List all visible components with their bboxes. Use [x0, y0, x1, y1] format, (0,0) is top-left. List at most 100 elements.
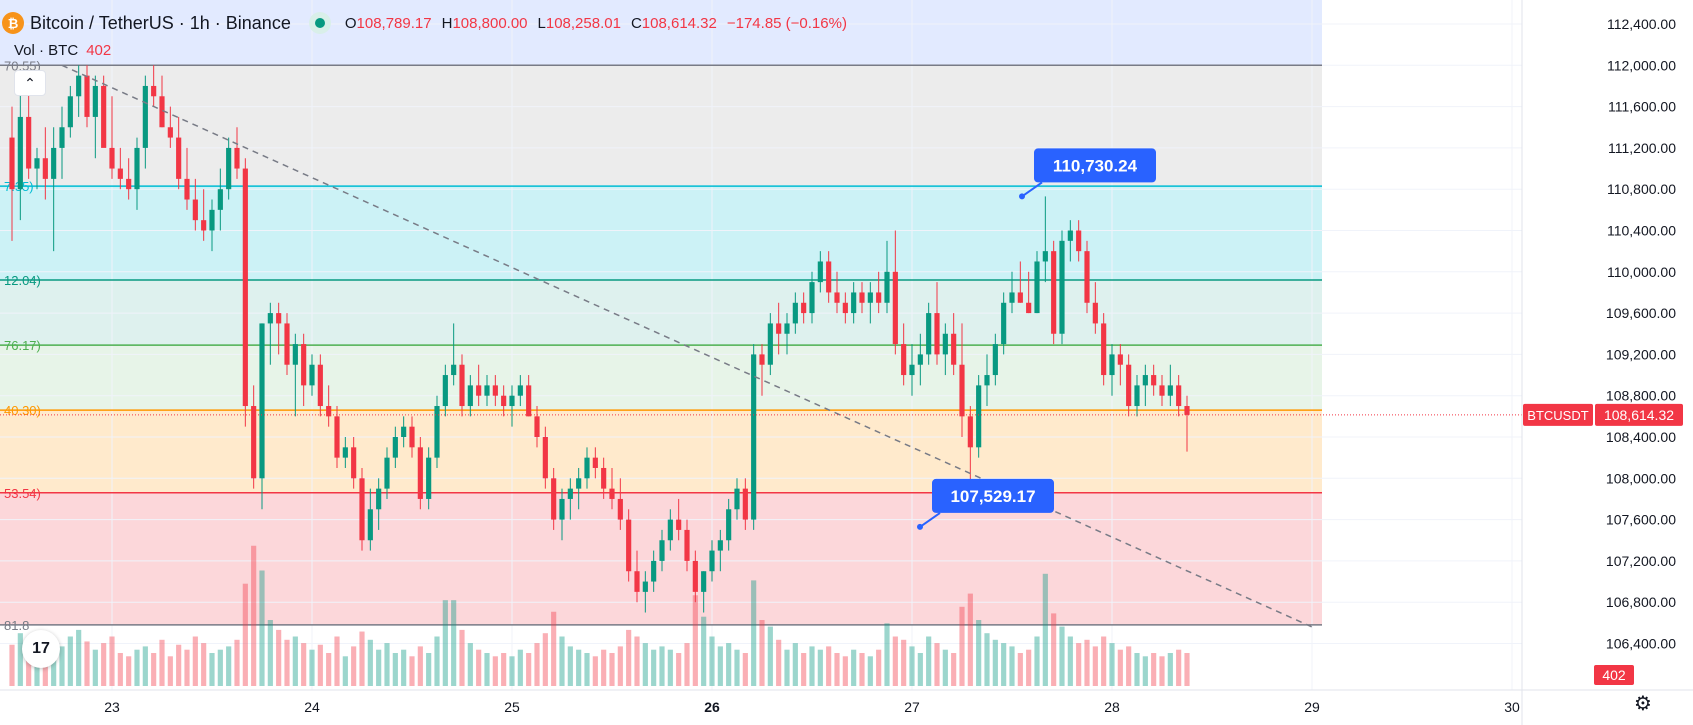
- candles: [9, 65, 1190, 613]
- trendline-line[interactable]: [61, 64, 1313, 628]
- volume-bar: [884, 623, 890, 686]
- callout-box[interactable]: [1034, 148, 1156, 183]
- volume-bar: [626, 629, 632, 686]
- candle-body: [942, 333, 948, 355]
- interval[interactable]: 1h: [189, 12, 210, 33]
- volume-bar: [126, 656, 132, 686]
- candle-body: [234, 147, 240, 169]
- candle-body: [276, 313, 282, 324]
- symbol-name[interactable]: Bitcoin / TetherUS: [30, 12, 174, 33]
- candle-body: [617, 498, 623, 520]
- candle-body: [76, 75, 82, 97]
- candle-body: [1142, 375, 1148, 386]
- price-callouts[interactable]: 110,730.24 107,529.17: [917, 148, 1156, 530]
- price-tick-label: 110,400.00: [1607, 223, 1676, 239]
- volume-bar: [1051, 613, 1057, 686]
- price-tick-label: 112,400.00: [1607, 16, 1676, 32]
- callout-box[interactable]: [932, 478, 1054, 513]
- candle-body: [267, 313, 273, 324]
- volume-bar: [659, 646, 665, 686]
- price-tick-label: 108,800.00: [1606, 388, 1676, 404]
- candle-body: [451, 364, 457, 376]
- candle-body: [467, 385, 473, 407]
- callout-pointer: [1021, 181, 1043, 198]
- candle-body: [1126, 364, 1132, 407]
- candle-body: [1034, 261, 1040, 314]
- symbol-tag[interactable]: [1523, 403, 1593, 426]
- volume-bar: [134, 649, 140, 686]
- candle-body: [551, 478, 557, 520]
- volume-bar: [267, 620, 273, 686]
- candle-body: [126, 178, 132, 190]
- volume-bar: [576, 649, 582, 686]
- trendline[interactable]: [61, 64, 1313, 628]
- volume-bar: [109, 636, 115, 686]
- candle-body: [84, 75, 90, 117]
- candle-body: [959, 364, 965, 417]
- volume-bar: [209, 653, 215, 686]
- volume-bar: [201, 643, 207, 686]
- candle-body: [1067, 230, 1073, 241]
- volume-bar: [876, 649, 882, 686]
- price-tick-label: 107,600.00: [1606, 512, 1676, 528]
- volume-bar: [59, 646, 65, 686]
- volume-bar: [451, 600, 457, 686]
- volume-bar: [301, 643, 307, 686]
- candle-body: [651, 560, 657, 582]
- candle-body: [534, 416, 540, 437]
- callout-anchor[interactable]: [917, 523, 923, 530]
- fib-level-label: 40.30): [4, 403, 41, 418]
- candle-body: [1184, 406, 1190, 415]
- price-tick-label: 110,000.00: [1607, 264, 1676, 280]
- candle-body: [1076, 230, 1082, 252]
- candle-body: [359, 478, 365, 541]
- price-tick-label: 109,200.00: [1606, 346, 1676, 362]
- volume-bar: [1126, 646, 1132, 686]
- volume-bar: [1009, 646, 1015, 686]
- volume-bar: [984, 633, 990, 686]
- candle-body: [242, 168, 248, 407]
- volume-bar: [326, 653, 332, 686]
- price-tick-label: 108,400.00: [1606, 429, 1676, 445]
- symbol-header: ₿ Bitcoin / TetherUS · 1h · Binance O108…: [0, 8, 847, 38]
- tradingview-logo-icon[interactable]: 17: [22, 630, 60, 668]
- candle-body: [742, 488, 748, 520]
- volume-bar: [1034, 636, 1040, 686]
- volume-bar: [309, 649, 315, 686]
- volume-bar: [901, 639, 907, 686]
- volume-bar: [492, 656, 498, 686]
- price-tick-label: 108,000.00: [1606, 470, 1676, 486]
- volume-bar: [959, 606, 965, 686]
- candle-body: [709, 550, 715, 572]
- volume-bars: [9, 545, 1190, 686]
- separator: ·: [209, 12, 226, 33]
- volume-bar: [951, 653, 957, 686]
- market-status-icon[interactable]: [308, 12, 331, 34]
- volume-bar: [434, 636, 440, 686]
- fib-level-label: 76.17): [4, 338, 41, 353]
- collapse-legend-button[interactable]: ⌃: [14, 70, 46, 96]
- last-price-tag[interactable]: [1595, 403, 1683, 426]
- volume-bar: [667, 649, 673, 686]
- candle-body: [167, 127, 173, 138]
- candle-body: [409, 426, 415, 448]
- candle-body: [601, 467, 607, 489]
- callout-anchor[interactable]: [1019, 193, 1025, 200]
- candle-body: [976, 385, 982, 448]
- volume-bar: [609, 653, 615, 686]
- volume-bar: [276, 629, 282, 686]
- candle-body: [292, 344, 298, 365]
- volume-bar: [401, 649, 407, 686]
- candle-body: [859, 292, 865, 303]
- volume-bar: [142, 646, 148, 686]
- volume-bar: [217, 649, 223, 686]
- last-volume-tag[interactable]: [1594, 665, 1634, 685]
- volume-bar: [776, 639, 782, 686]
- candle-body: [209, 209, 215, 231]
- settings-icon[interactable]: ⚙: [1634, 692, 1652, 715]
- volume-bar: [542, 633, 548, 686]
- candle-body: [917, 354, 923, 365]
